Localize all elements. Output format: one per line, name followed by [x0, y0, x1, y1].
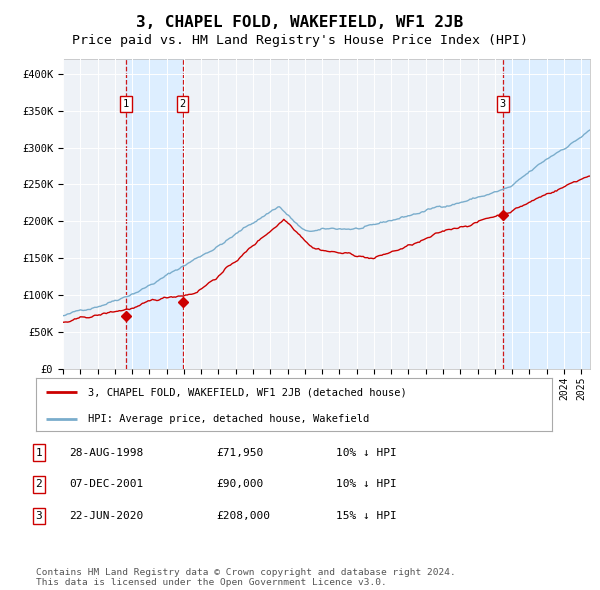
Bar [126, 59, 182, 369]
Text: 2: 2 [35, 480, 43, 489]
Text: 07-DEC-2001: 07-DEC-2001 [69, 480, 143, 489]
Bar [503, 59, 590, 369]
Text: 1: 1 [35, 448, 43, 457]
Text: 10% ↓ HPI: 10% ↓ HPI [336, 480, 397, 489]
Text: 2: 2 [179, 99, 186, 109]
Text: 10% ↓ HPI: 10% ↓ HPI [336, 448, 397, 457]
Text: 28-AUG-1998: 28-AUG-1998 [69, 448, 143, 457]
Text: 1: 1 [123, 99, 130, 109]
Text: 3: 3 [500, 99, 506, 109]
Text: 22-JUN-2020: 22-JUN-2020 [69, 512, 143, 521]
Text: Contains HM Land Registry data © Crown copyright and database right 2024.
This d: Contains HM Land Registry data © Crown c… [36, 568, 456, 587]
Text: 3: 3 [35, 512, 43, 521]
Text: Price paid vs. HM Land Registry's House Price Index (HPI): Price paid vs. HM Land Registry's House … [72, 34, 528, 47]
Text: HPI: Average price, detached house, Wakefield: HPI: Average price, detached house, Wake… [88, 414, 369, 424]
Text: 3, CHAPEL FOLD, WAKEFIELD, WF1 2JB: 3, CHAPEL FOLD, WAKEFIELD, WF1 2JB [136, 15, 464, 30]
Text: £71,950: £71,950 [216, 448, 263, 457]
Text: £90,000: £90,000 [216, 480, 263, 489]
Text: 3, CHAPEL FOLD, WAKEFIELD, WF1 2JB (detached house): 3, CHAPEL FOLD, WAKEFIELD, WF1 2JB (deta… [88, 388, 406, 398]
Text: £208,000: £208,000 [216, 512, 270, 521]
Text: 15% ↓ HPI: 15% ↓ HPI [336, 512, 397, 521]
